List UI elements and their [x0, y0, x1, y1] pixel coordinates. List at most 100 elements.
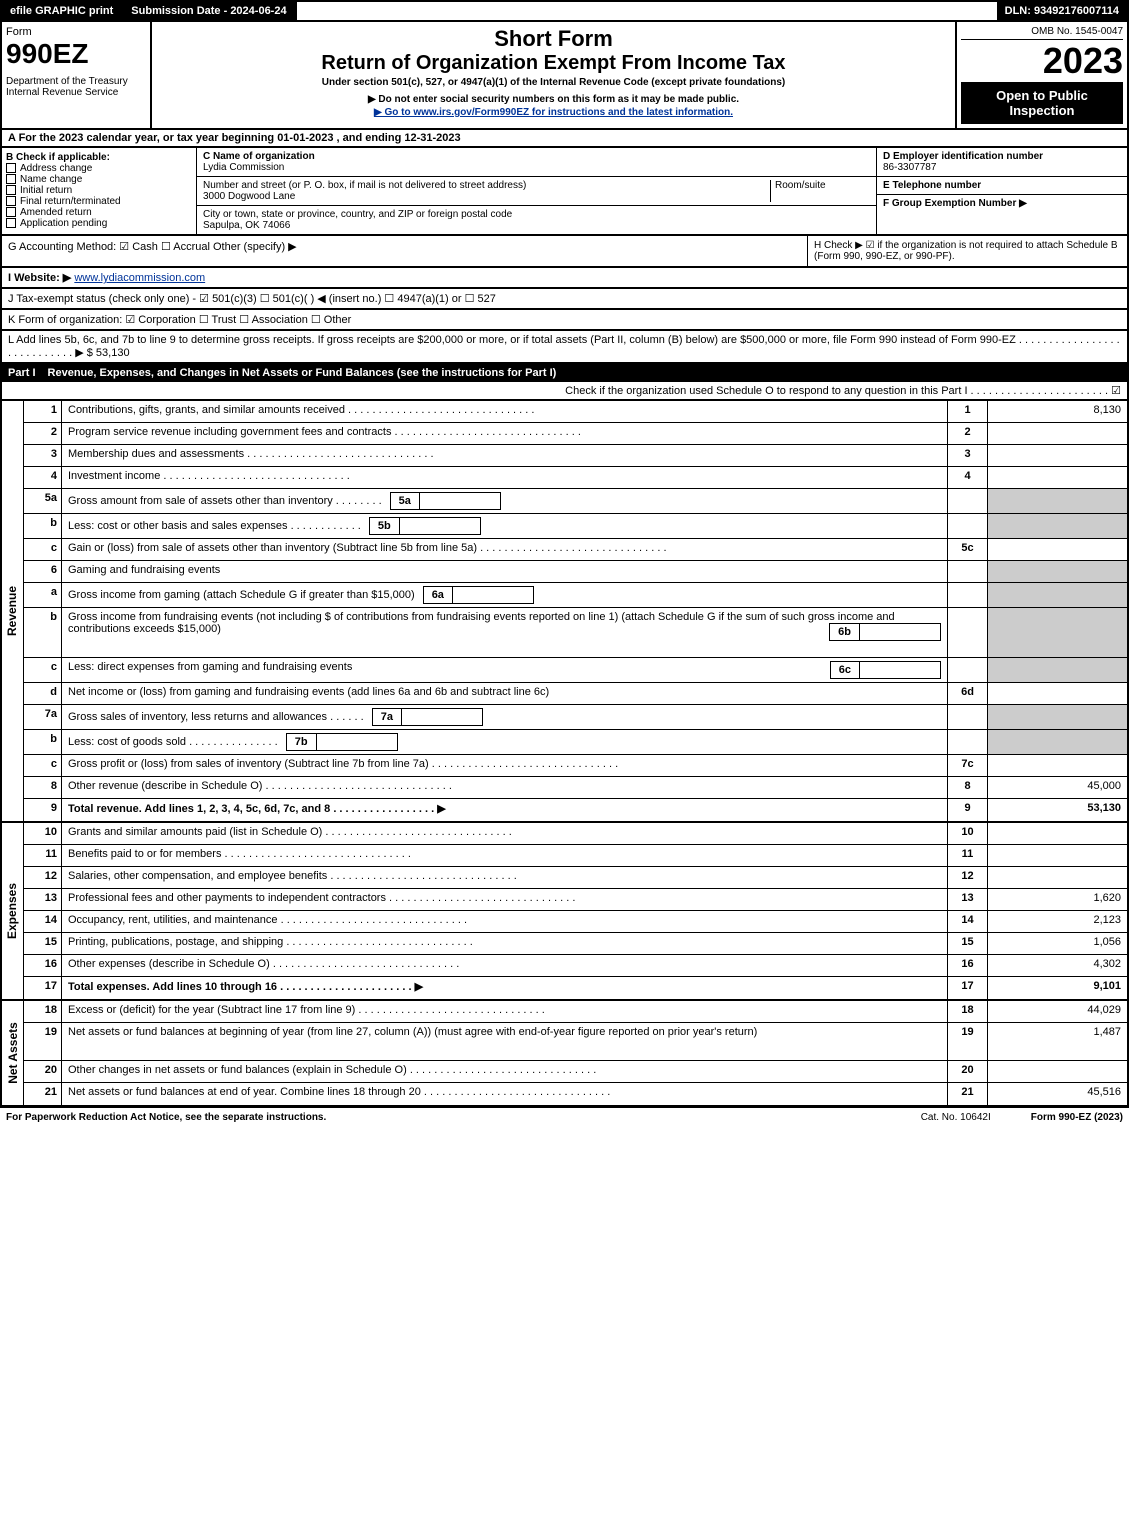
footer-paperwork: For Paperwork Reduction Act Notice, see …: [6, 1112, 326, 1123]
line-8-desc: Other revenue (describe in Schedule O): [62, 777, 947, 798]
irs-label: Internal Revenue Service: [6, 87, 146, 98]
omb-number: OMB No. 1545-0047: [961, 26, 1123, 40]
line-1-desc: Contributions, gifts, grants, and simila…: [62, 401, 947, 422]
line-9-num: 9: [24, 799, 62, 821]
line-12-num: 12: [24, 867, 62, 888]
chk-name-change[interactable]: Name change: [6, 174, 192, 185]
line-7b-shaded: [947, 730, 987, 754]
submission-date: Submission Date - 2024-06-24: [123, 2, 296, 20]
chk-final-return[interactable]: Final return/terminated: [6, 196, 192, 207]
form-label: Form: [6, 26, 146, 38]
line-18-box: 18: [947, 1001, 987, 1022]
line-5c-desc: Gain or (loss) from sale of assets other…: [62, 539, 947, 560]
line-5c-num: c: [24, 539, 62, 560]
line-7c-box: 7c: [947, 755, 987, 776]
line-19-num: 19: [24, 1023, 62, 1060]
line-18-num: 18: [24, 1001, 62, 1022]
line-6d-val: [987, 683, 1127, 704]
line-12-box: 12: [947, 867, 987, 888]
line-5a-shaded: [947, 489, 987, 513]
section-c: C Name of organization Lydia Commission …: [197, 148, 877, 234]
line-15-box: 15: [947, 933, 987, 954]
line-5b-num: b: [24, 514, 62, 538]
line-6-desc: Gaming and fundraising events: [62, 561, 947, 582]
part1-header: Part I Revenue, Expenses, and Changes in…: [0, 364, 1129, 382]
chk-address-change[interactable]: Address change: [6, 163, 192, 174]
section-gh: G Accounting Method: ☑ Cash ☐ Accrual Ot…: [0, 236, 1129, 268]
line-6a-desc: Gross income from gaming (attach Schedul…: [62, 583, 947, 607]
line-16-val: 4,302: [987, 955, 1127, 976]
line-5a-desc: Gross amount from sale of assets other t…: [62, 489, 947, 513]
line-8-val: 45,000: [987, 777, 1127, 798]
website-link[interactable]: www.lydiacommission.com: [74, 272, 205, 284]
line-4-desc: Investment income: [62, 467, 947, 488]
section-def: D Employer identification number 86-3307…: [877, 148, 1127, 234]
line-11-box: 11: [947, 845, 987, 866]
line-4-box: 4: [947, 467, 987, 488]
line-13-desc: Professional fees and other payments to …: [62, 889, 947, 910]
dln: DLN: 93492176007114: [997, 2, 1127, 20]
line-20-desc: Other changes in net assets or fund bala…: [62, 1061, 947, 1082]
line-15-desc: Printing, publications, postage, and shi…: [62, 933, 947, 954]
line-3-desc: Membership dues and assessments: [62, 445, 947, 466]
line-4-val: [987, 467, 1127, 488]
line-5b-desc: Less: cost or other basis and sales expe…: [62, 514, 947, 538]
line-6-shaded: [947, 561, 987, 582]
line-6c-num: c: [24, 658, 62, 682]
chk-application-pending[interactable]: Application pending: [6, 218, 192, 229]
schedule-b-check: H Check ▶ ☑ if the organization is not r…: [807, 236, 1127, 266]
line-19-box: 19: [947, 1023, 987, 1060]
chk-amended-return[interactable]: Amended return: [6, 207, 192, 218]
ein-value: 86-3307787: [883, 162, 936, 173]
line-6d-desc: Net income or (loss) from gaming and fun…: [62, 683, 947, 704]
line-12-desc: Salaries, other compensation, and employ…: [62, 867, 947, 888]
line-5c-val: [987, 539, 1127, 560]
room-suite-label: Room/suite: [770, 180, 870, 202]
line-6c-shaded: [947, 658, 987, 682]
line-6a-val: [987, 583, 1127, 607]
section-b: B Check if applicable: Address change Na…: [2, 148, 197, 234]
section-a-period: A For the 2023 calendar year, or tax yea…: [0, 130, 1129, 148]
org-info-block: B Check if applicable: Address change Na…: [0, 148, 1129, 236]
line-10-desc: Grants and similar amounts paid (list in…: [62, 823, 947, 844]
section-j-tax-exempt: J Tax-exempt status (check only one) - ☑…: [0, 289, 1129, 310]
line-5b-shaded: [947, 514, 987, 538]
open-public-badge: Open to Public Inspection: [961, 82, 1123, 124]
line-19-val: 1,487: [987, 1023, 1127, 1060]
line-7b-num: b: [24, 730, 62, 754]
chk-initial-return[interactable]: Initial return: [6, 185, 192, 196]
line-5c-box: 5c: [947, 539, 987, 560]
line-6b-desc: Gross income from fundraising events (no…: [62, 608, 947, 657]
line-20-box: 20: [947, 1061, 987, 1082]
line-9-val: 53,130: [987, 799, 1127, 821]
line-16-box: 16: [947, 955, 987, 976]
efile-print-button[interactable]: efile GRAPHIC print: [2, 2, 123, 20]
street-value: 3000 Dogwood Lane: [203, 191, 295, 202]
line-17-num: 17: [24, 977, 62, 999]
expenses-block: Expenses 10Grants and similar amounts pa…: [0, 823, 1129, 1001]
line-17-val: 9,101: [987, 977, 1127, 999]
part1-title: Revenue, Expenses, and Changes in Net As…: [48, 367, 557, 379]
section-l-gross-receipts: L Add lines 5b, 6c, and 7b to line 9 to …: [0, 331, 1129, 364]
line-6c-val: [987, 658, 1127, 682]
line-7c-desc: Gross profit or (loss) from sales of inv…: [62, 755, 947, 776]
line-7b-val: [987, 730, 1127, 754]
line-1-num: 1: [24, 401, 62, 422]
goto-link[interactable]: ▶ Go to www.irs.gov/Form990EZ for instru…: [156, 107, 951, 118]
line-20-val: [987, 1061, 1127, 1082]
line-19-desc: Net assets or fund balances at beginning…: [62, 1023, 947, 1060]
line-6b-shaded: [947, 608, 987, 657]
group-exemption-label: F Group Exemption Number ▶: [883, 198, 1027, 209]
phone-label: E Telephone number: [883, 180, 981, 191]
line-16-num: 16: [24, 955, 62, 976]
line-21-val: 45,516: [987, 1083, 1127, 1105]
line-12-val: [987, 867, 1127, 888]
line-6b-num: b: [24, 608, 62, 657]
line-6c-desc: Less: direct expenses from gaming and fu…: [62, 658, 947, 682]
line-6a-shaded: [947, 583, 987, 607]
line-6b-val: [987, 608, 1127, 657]
line-5a-num: 5a: [24, 489, 62, 513]
line-2-num: 2: [24, 423, 62, 444]
line-18-desc: Excess or (deficit) for the year (Subtra…: [62, 1001, 947, 1022]
line-6-val: [987, 561, 1127, 582]
